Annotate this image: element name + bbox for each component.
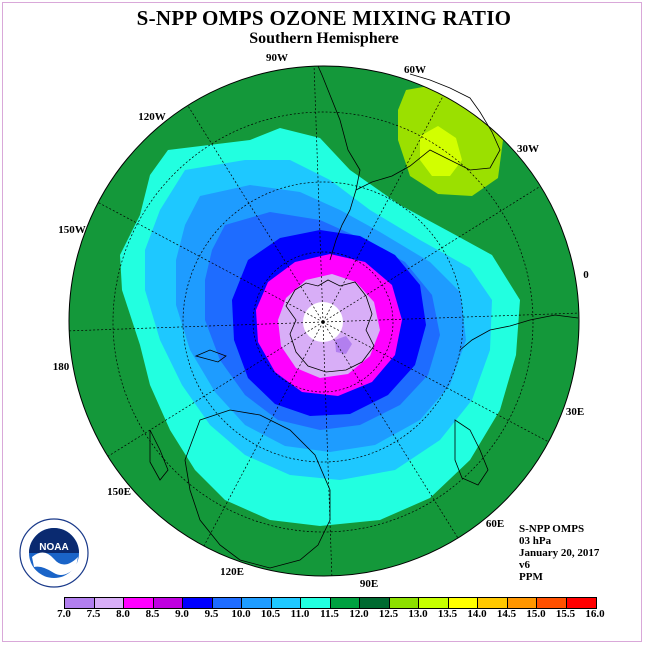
info-instrument: S-NPP OMPS <box>519 523 585 535</box>
meridian-line <box>68 321 324 332</box>
colorbar-tick-label: 9.5 <box>204 608 219 620</box>
south-america-east-coast <box>355 73 501 191</box>
colorbar-swatch <box>419 598 449 608</box>
south-america-west-coast <box>317 65 361 261</box>
figure-frame <box>2 2 642 642</box>
colorbar-swatch <box>301 598 331 608</box>
colorbar-tick-label: 10.0 <box>231 608 251 620</box>
colorbar-swatch <box>507 598 537 608</box>
colorbar-tick-label: 12.0 <box>349 608 369 620</box>
colorbar-tick-label: 14.5 <box>496 608 517 620</box>
meridian-line <box>322 96 444 323</box>
colorbar-swatch <box>271 598 301 608</box>
lon-label-180: 180 <box>53 361 70 373</box>
purple-spot <box>335 336 352 354</box>
latitude-circle-3 <box>112 111 534 533</box>
colorbar-swatch <box>330 598 360 608</box>
colorbar-swatch <box>360 598 390 608</box>
map-title: S-NPP OMPS OZONE MIXING RATIO <box>136 6 512 30</box>
colorbar-swatch <box>448 598 478 608</box>
meridian-line <box>106 321 324 458</box>
colorbar-swatch <box>537 598 567 608</box>
meridian-line <box>187 105 324 323</box>
lon-label-150w: 150W <box>58 224 86 236</box>
colorbar-tick-label: 9.0 <box>175 608 189 620</box>
colorbar-tick-label: 10.5 <box>260 608 281 620</box>
island-sw <box>194 349 227 363</box>
map-border <box>68 65 580 577</box>
latitude-circle-2 <box>182 181 464 463</box>
meridian-line <box>322 321 459 539</box>
new-zealand-south <box>149 429 169 481</box>
info-units: PPM <box>519 571 543 583</box>
lon-label-30e: 30E <box>566 406 584 418</box>
lon-label-0: 0 <box>583 269 589 281</box>
australia-coast <box>184 409 331 569</box>
lon-label-120e: 120E <box>220 566 244 578</box>
colorbar-tick-label: 7.5 <box>86 608 101 620</box>
antarctica-coast <box>285 279 375 373</box>
info-panel: S-NPP OMPS 03 hPa January 20, 2017 v6 PP… <box>519 523 599 583</box>
colorbar-swatch <box>566 598 596 608</box>
colorbar-tick-label: 13.0 <box>408 608 428 620</box>
colorbar-tick-label: 15.5 <box>555 608 576 620</box>
coastlines <box>149 65 579 569</box>
colorbar-swatch <box>242 598 272 608</box>
info-version: v6 <box>519 559 530 571</box>
colorbar-tick-label: 15.0 <box>526 608 546 620</box>
lon-label-30w: 30W <box>517 143 539 155</box>
colorbar-swatch <box>478 598 508 608</box>
colorbar-swatch <box>183 598 213 608</box>
colorbar-swatch <box>124 598 154 608</box>
meridian-line <box>322 312 578 323</box>
map-subtitle: Southern Hemisphere <box>249 30 399 47</box>
madagascar-coast <box>454 419 489 486</box>
info-date: January 20, 2017 <box>519 547 600 559</box>
colorbar-tick-label: 13.5 <box>437 608 458 620</box>
colorbar-tick-label: 12.5 <box>378 608 399 620</box>
graticule <box>112 111 534 533</box>
meridian-line <box>322 321 333 577</box>
colorbar-tick-label: 8.0 <box>116 608 130 620</box>
lon-label-90w: 90W <box>266 52 288 64</box>
colorbar-tick-label: 8.5 <box>145 608 160 620</box>
colorbar-swatch <box>389 598 419 608</box>
colorbar-swatch <box>153 598 183 608</box>
lon-label-90e: 90E <box>360 578 378 590</box>
ozone-field <box>69 66 579 576</box>
lon-label-60e: 60E <box>486 518 504 530</box>
lon-label-150e: 150E <box>107 486 131 498</box>
colorbar-tick-label: 11.5 <box>320 608 339 620</box>
meridians <box>68 67 578 577</box>
lon-label-60w: 60W <box>404 64 426 76</box>
colorbar-tick-label: 16.0 <box>585 608 605 620</box>
noaa-logo: NOAA <box>19 518 89 588</box>
meridian-line <box>322 186 540 323</box>
info-level: 03 hPa <box>519 535 552 547</box>
colorbar <box>64 597 597 609</box>
colorbar-swatch <box>94 598 124 608</box>
africa-coast <box>459 314 579 351</box>
colorbar-tick-label: 14.0 <box>467 608 487 620</box>
colorbar-tick-label: 11.0 <box>290 608 310 620</box>
colorbar-swatch <box>212 598 242 608</box>
lon-label-120w: 120W <box>138 111 166 123</box>
meridian-line <box>97 201 324 323</box>
svg-text:NOAA: NOAA <box>39 542 68 553</box>
meridian-line <box>322 321 549 443</box>
meridian-line <box>313 67 324 323</box>
colorbar-tick-label: 7.0 <box>57 608 71 620</box>
colorbar-ticks: 7.0 7.5 8.0 8.5 9.0 9.5 10.0 10.5 11.0 11.5 12.0 12… <box>50 608 610 622</box>
latitude-circle-1 <box>252 251 394 393</box>
lime-region <box>420 126 462 176</box>
colorbar-swatch <box>65 598 95 608</box>
meridian-line <box>202 321 324 548</box>
